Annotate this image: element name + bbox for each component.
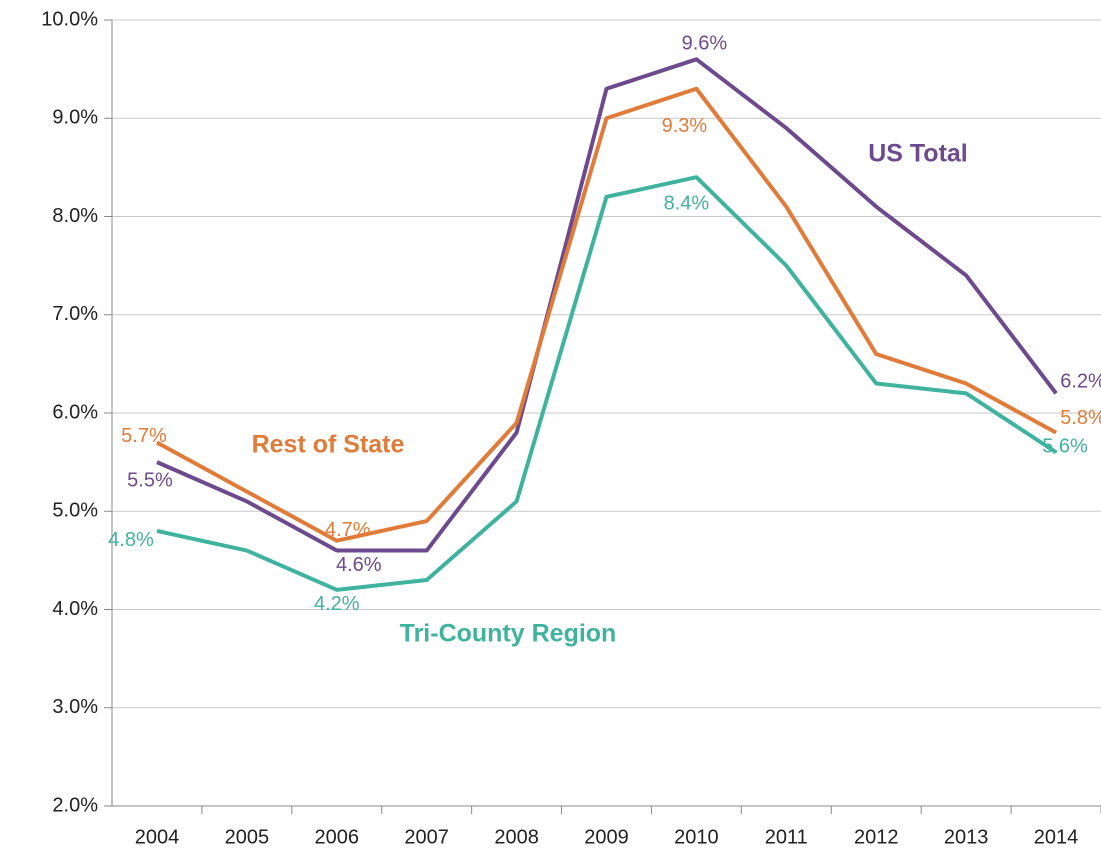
x-tick-label: 2009 (584, 826, 629, 848)
y-tick-label: 10.0% (41, 8, 98, 30)
data-label: 5.7% (121, 425, 167, 447)
data-label: 8.4% (664, 192, 710, 214)
y-tick-label: 4.0% (52, 598, 98, 620)
x-tick-label: 2013 (944, 826, 989, 848)
series-name: Tri-County Region (400, 620, 617, 648)
series-name: Rest of State (252, 431, 405, 459)
data-label: 4.6% (336, 554, 382, 576)
x-tick-label: 2004 (135, 826, 180, 848)
series-line (156, 57, 1058, 553)
data-label: 5.5% (127, 469, 173, 491)
data-label: 9.3% (662, 115, 708, 137)
x-tick-label: 2014 (1034, 826, 1079, 848)
x-tick-label: 2006 (315, 826, 360, 848)
data-label: 5.8% (1060, 407, 1101, 429)
data-label: 4.2% (314, 593, 360, 615)
x-tick-label: 2008 (494, 826, 539, 848)
x-tick-label: 2005 (225, 826, 270, 848)
data-label: 4.8% (108, 529, 154, 551)
y-tick-label: 2.0% (52, 794, 98, 816)
data-label: 6.2% (1060, 371, 1101, 393)
data-label: 5.6% (1042, 436, 1088, 458)
y-tick-label: 3.0% (52, 696, 98, 718)
y-tick-label: 8.0% (52, 205, 98, 227)
y-tick-label: 7.0% (52, 303, 98, 325)
y-tick-label: 9.0% (52, 107, 98, 129)
data-label: 4.7% (325, 519, 371, 541)
series-line (156, 175, 1058, 592)
y-tick-label: 5.0% (52, 500, 98, 522)
series-line (155, 86, 1058, 543)
data-label: 9.6% (682, 33, 728, 55)
y-tick-label: 6.0% (52, 401, 98, 423)
x-tick-label: 2007 (404, 826, 449, 848)
x-tick-label: 2010 (674, 826, 719, 848)
x-tick-label: 2011 (765, 826, 808, 848)
x-tick-label: 2012 (854, 826, 899, 848)
series-name: US Total (868, 140, 968, 168)
